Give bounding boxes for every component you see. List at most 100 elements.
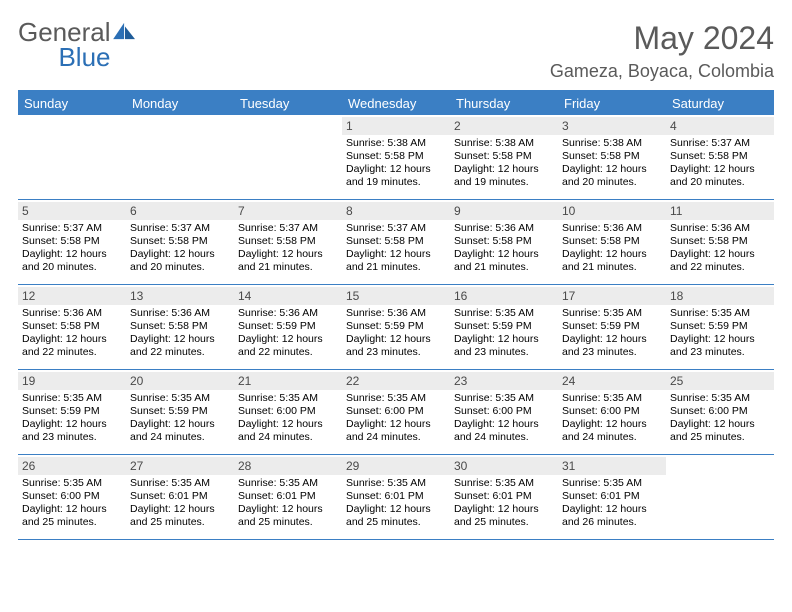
day-number: 10: [558, 202, 666, 220]
day-number: [234, 117, 342, 135]
day-number: 29: [342, 457, 450, 475]
month-title: May 2024: [550, 20, 774, 57]
day-cell: 28 Sunrise: 5:35 AMSunset: 6:01 PMDayligh…: [234, 455, 342, 539]
day-info: Sunrise: 5:36 AMSunset: 5:58 PMDaylight:…: [562, 222, 662, 275]
day-number: 11: [666, 202, 774, 220]
day-number: 18: [666, 287, 774, 305]
logo-text-general: General: [18, 20, 111, 45]
day-info: Sunrise: 5:36 AMSunset: 5:59 PMDaylight:…: [346, 307, 446, 360]
day-number: 15: [342, 287, 450, 305]
day-info: Sunrise: 5:36 AMSunset: 5:59 PMDaylight:…: [238, 307, 338, 360]
day-info: Sunrise: 5:37 AMSunset: 5:58 PMDaylight:…: [238, 222, 338, 275]
day-cell: [666, 455, 774, 539]
day-info: Sunrise: 5:36 AMSunset: 5:58 PMDaylight:…: [130, 307, 230, 360]
day-number: 20: [126, 372, 234, 390]
day-number: 27: [126, 457, 234, 475]
logo-text-blue: Blue: [18, 45, 137, 70]
day-info: Sunrise: 5:35 AMSunset: 6:00 PMDaylight:…: [562, 392, 662, 445]
day-header: Friday: [558, 92, 666, 115]
day-cell: 11 Sunrise: 5:36 AMSunset: 5:58 PMDayligh…: [666, 200, 774, 284]
day-info: Sunrise: 5:38 AMSunset: 5:58 PMDaylight:…: [454, 137, 554, 190]
day-info: Sunrise: 5:35 AMSunset: 6:01 PMDaylight:…: [238, 477, 338, 530]
day-number: [666, 457, 774, 475]
day-number: 1: [342, 117, 450, 135]
day-number: 2: [450, 117, 558, 135]
day-number: 9: [450, 202, 558, 220]
day-cell: 30 Sunrise: 5:35 AMSunset: 6:01 PMDayligh…: [450, 455, 558, 539]
day-cell: [234, 115, 342, 199]
day-number: 22: [342, 372, 450, 390]
day-number: 12: [18, 287, 126, 305]
day-info: Sunrise: 5:35 AMSunset: 6:00 PMDaylight:…: [346, 392, 446, 445]
day-number: 25: [666, 372, 774, 390]
day-number: 17: [558, 287, 666, 305]
day-cell: 5 Sunrise: 5:37 AMSunset: 5:58 PMDaylight…: [18, 200, 126, 284]
day-cell: 25Sunrise: 5:35 AMSunset: 6:00 PMDayligh…: [666, 370, 774, 454]
day-header: Saturday: [666, 92, 774, 115]
day-number: 26: [18, 457, 126, 475]
day-number: 19: [18, 372, 126, 390]
day-info: Sunrise: 5:35 AMSunset: 5:59 PMDaylight:…: [22, 392, 122, 445]
day-info: Sunrise: 5:37 AMSunset: 5:58 PMDaylight:…: [346, 222, 446, 275]
day-info: Sunrise: 5:38 AMSunset: 5:58 PMDaylight:…: [562, 137, 662, 190]
logo: GeneralBlue: [18, 20, 137, 69]
day-header: Tuesday: [234, 92, 342, 115]
day-cell: 20 Sunrise: 5:35 AMSunset: 5:59 PMDayligh…: [126, 370, 234, 454]
day-number: 16: [450, 287, 558, 305]
title-block: May 2024 Gameza, Boyaca, Colombia: [550, 20, 774, 82]
day-info: Sunrise: 5:35 AMSunset: 5:59 PMDaylight:…: [130, 392, 230, 445]
day-number: 3: [558, 117, 666, 135]
day-number: 28: [234, 457, 342, 475]
day-cell: 26 Sunrise: 5:35 AMSunset: 6:00 PMDayligh…: [18, 455, 126, 539]
day-cell: 9 Sunrise: 5:36 AMSunset: 5:58 PMDaylight…: [450, 200, 558, 284]
day-number: 24: [558, 372, 666, 390]
day-cell: 2 Sunrise: 5:38 AMSunset: 5:58 PMDaylight…: [450, 115, 558, 199]
day-cell: 22 Sunrise: 5:35 AMSunset: 6:00 PMDayligh…: [342, 370, 450, 454]
day-cell: 19 Sunrise: 5:35 AMSunset: 5:59 PMDayligh…: [18, 370, 126, 454]
day-cell: 3 Sunrise: 5:38 AMSunset: 5:58 PMDaylight…: [558, 115, 666, 199]
day-number: 21: [234, 372, 342, 390]
day-number: 5: [18, 202, 126, 220]
day-cell: 8 Sunrise: 5:37 AMSunset: 5:58 PMDaylight…: [342, 200, 450, 284]
day-info: Sunrise: 5:35 AMSunset: 6:01 PMDaylight:…: [454, 477, 554, 530]
week-row: 12Sunrise: 5:36 AMSunset: 5:58 PMDayligh…: [18, 285, 774, 370]
calendar: SundayMondayTuesdayWednesdayThursdayFrid…: [18, 90, 774, 540]
day-number: [18, 117, 126, 135]
day-cell: 13 Sunrise: 5:36 AMSunset: 5:58 PMDayligh…: [126, 285, 234, 369]
day-info: Sunrise: 5:37 AMSunset: 5:58 PMDaylight:…: [130, 222, 230, 275]
day-info: Sunrise: 5:35 AMSunset: 6:01 PMDaylight:…: [562, 477, 662, 530]
day-cell: 31Sunrise: 5:35 AMSunset: 6:01 PMDayligh…: [558, 455, 666, 539]
day-info: Sunrise: 5:36 AMSunset: 5:58 PMDaylight:…: [454, 222, 554, 275]
day-header: Wednesday: [342, 92, 450, 115]
day-info: Sunrise: 5:35 AMSunset: 5:59 PMDaylight:…: [562, 307, 662, 360]
day-cell: 7 Sunrise: 5:37 AMSunset: 5:58 PMDaylight…: [234, 200, 342, 284]
day-info: Sunrise: 5:37 AMSunset: 5:58 PMDaylight:…: [670, 137, 770, 190]
day-header: Monday: [126, 92, 234, 115]
day-number: 23: [450, 372, 558, 390]
day-info: Sunrise: 5:35 AMSunset: 6:01 PMDaylight:…: [346, 477, 446, 530]
header: GeneralBlue May 2024 Gameza, Boyaca, Col…: [18, 20, 774, 82]
day-cell: 6 Sunrise: 5:37 AMSunset: 5:58 PMDaylight…: [126, 200, 234, 284]
day-number: 30: [450, 457, 558, 475]
day-number: 8: [342, 202, 450, 220]
location: Gameza, Boyaca, Colombia: [550, 61, 774, 82]
day-header: Sunday: [18, 92, 126, 115]
day-info: Sunrise: 5:35 AMSunset: 6:00 PMDaylight:…: [22, 477, 122, 530]
day-number: 6: [126, 202, 234, 220]
day-info: Sunrise: 5:36 AMSunset: 5:58 PMDaylight:…: [670, 222, 770, 275]
day-number: 7: [234, 202, 342, 220]
day-cell: 12Sunrise: 5:36 AMSunset: 5:58 PMDayligh…: [18, 285, 126, 369]
day-number: 13: [126, 287, 234, 305]
day-info: Sunrise: 5:35 AMSunset: 6:00 PMDaylight:…: [454, 392, 554, 445]
day-cell: 16 Sunrise: 5:35 AMSunset: 5:59 PMDayligh…: [450, 285, 558, 369]
day-cell: 14Sunrise: 5:36 AMSunset: 5:59 PMDayligh…: [234, 285, 342, 369]
day-info: Sunrise: 5:35 AMSunset: 5:59 PMDaylight:…: [670, 307, 770, 360]
day-cell: 29 Sunrise: 5:35 AMSunset: 6:01 PMDayligh…: [342, 455, 450, 539]
day-cell: [126, 115, 234, 199]
day-info: Sunrise: 5:38 AMSunset: 5:58 PMDaylight:…: [346, 137, 446, 190]
day-cell: 4Sunrise: 5:37 AMSunset: 5:58 PMDaylight…: [666, 115, 774, 199]
day-cell: 10 Sunrise: 5:36 AMSunset: 5:58 PMDayligh…: [558, 200, 666, 284]
day-info: Sunrise: 5:37 AMSunset: 5:58 PMDaylight:…: [22, 222, 122, 275]
day-number: [126, 117, 234, 135]
day-info: Sunrise: 5:35 AMSunset: 5:59 PMDaylight:…: [454, 307, 554, 360]
